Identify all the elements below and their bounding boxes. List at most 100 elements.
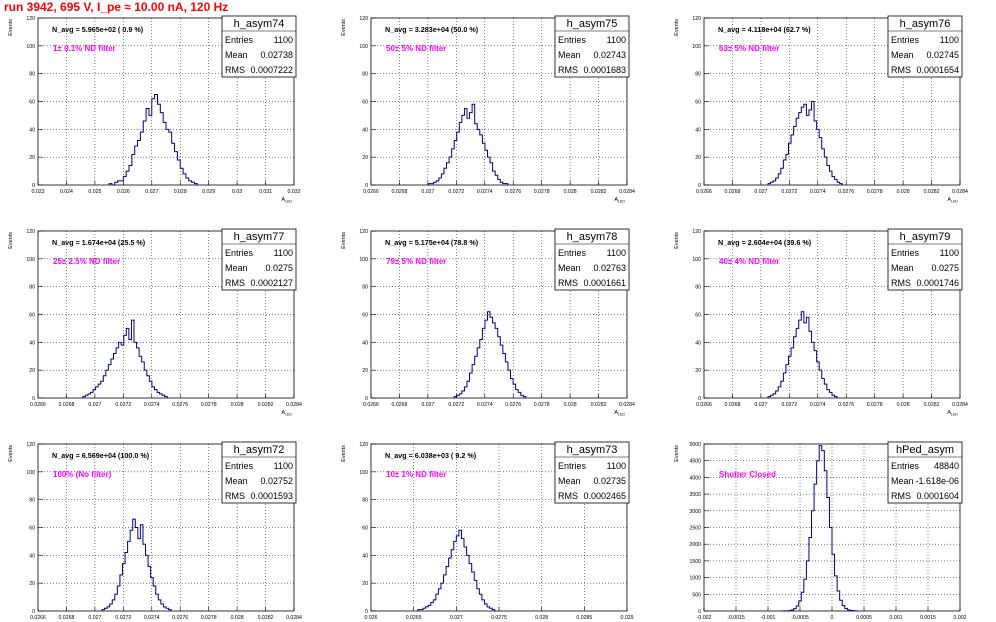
x-tick-label: 0.0272 bbox=[781, 189, 797, 195]
stats-key: Mean bbox=[225, 50, 248, 60]
x-tick-label: 0.0274 bbox=[477, 189, 493, 195]
y-tick-label: 60 bbox=[695, 313, 701, 319]
stats-value: 0.0002465 bbox=[583, 491, 626, 501]
x-tick-label: 0.026 bbox=[365, 615, 378, 621]
y-tick-label: 2000 bbox=[689, 542, 701, 548]
x-axis-label: ALED bbox=[947, 410, 958, 417]
x-tick-label: 0.0266 bbox=[363, 402, 379, 408]
stats-key: Mean bbox=[558, 263, 581, 273]
stats-key: RMS bbox=[225, 65, 245, 75]
navg-label: N_avg = 4.118e+04 (62.7 %) bbox=[718, 25, 811, 34]
y-tick-label: 60 bbox=[362, 100, 368, 106]
stats-key: RMS bbox=[558, 491, 578, 501]
plot-frame bbox=[370, 443, 628, 612]
x-tick-label: 0.028 bbox=[174, 189, 187, 195]
x-tick-label: -0.001 bbox=[761, 615, 776, 621]
y-tick-label: 20 bbox=[362, 368, 368, 374]
x-tick-label: 0.0272 bbox=[115, 402, 131, 408]
page-title: run 3942, 695 V, I_pe ≈ 10.00 nA, 120 Hz bbox=[4, 0, 229, 14]
y-tick-label: 120 bbox=[359, 442, 368, 448]
x-tick-label: 0.0278 bbox=[201, 615, 217, 621]
y-tick-label: 4500 bbox=[689, 459, 701, 465]
x-tick-label: 0.0265 bbox=[406, 615, 422, 621]
x-axis-label: ALED bbox=[281, 410, 292, 417]
x-tick-label: 0.0266 bbox=[363, 189, 379, 195]
y-tick-label: 40 bbox=[29, 553, 35, 559]
x-tick-label: 0.028 bbox=[564, 189, 577, 195]
stats-title: h_asym77 bbox=[234, 231, 285, 243]
x-tick-label: 0.027 bbox=[88, 402, 101, 408]
y-tick-label: 60 bbox=[362, 313, 368, 319]
y-tick-label: 20 bbox=[695, 368, 701, 374]
y-tick-label: 120 bbox=[692, 16, 701, 22]
navg-label: N_avg = 5.965e+02 ( 0.9 %) bbox=[52, 25, 144, 34]
x-tick-label: 0.0282 bbox=[591, 189, 607, 195]
navg-label: N_avg = 3.283e+04 (50.0 %) bbox=[385, 25, 479, 34]
x-tick-label: 0.0278 bbox=[867, 402, 883, 408]
x-tick-label: 0.0284 bbox=[619, 402, 635, 408]
y-tick-label: 80 bbox=[29, 72, 35, 78]
stats-key: Mean bbox=[558, 476, 581, 486]
stats-key: Entries bbox=[558, 35, 587, 45]
x-tick-label: -0.0005 bbox=[791, 615, 809, 621]
x-tick-label: 0.0272 bbox=[781, 402, 797, 408]
x-tick-label: 0.0284 bbox=[952, 402, 968, 408]
y-tick-label: 0 bbox=[698, 609, 701, 615]
y-tick-label: 80 bbox=[29, 498, 35, 504]
x-tick-label: 0.0276 bbox=[172, 615, 188, 621]
x-tick-label: 0.0284 bbox=[619, 189, 635, 195]
x-tick-label: 0.027 bbox=[421, 189, 434, 195]
y-tick-label: 0 bbox=[32, 396, 35, 402]
stats-value: 0.0001593 bbox=[250, 491, 293, 501]
histogram-series bbox=[108, 94, 198, 186]
filter-annotation: Shutter Closed bbox=[719, 470, 776, 479]
filter-annotation: 100% (No filter) bbox=[53, 470, 112, 479]
stats-title: h_asym76 bbox=[900, 18, 951, 30]
y-tick-label: 500 bbox=[692, 592, 701, 598]
histogram-panel: 0.026 0.0265 0.027 0.0275 0.028 0.0285 0.029 0 2… bbox=[341, 441, 634, 621]
y-tick-label: 120 bbox=[359, 16, 368, 22]
stats-value: 0.0001683 bbox=[583, 65, 626, 75]
stats-value: 0.02745 bbox=[926, 50, 959, 60]
x-tick-label: 0.002 bbox=[954, 615, 967, 621]
y-tick-label: 40 bbox=[362, 127, 368, 133]
stats-value: 0.02743 bbox=[593, 50, 626, 60]
stats-value: 0.0007222 bbox=[250, 65, 293, 75]
x-tick-label: -0.0015 bbox=[727, 615, 745, 621]
x-tick-label: 0.0268 bbox=[392, 189, 408, 195]
y-tick-label: 100 bbox=[26, 44, 35, 50]
plot-frame bbox=[370, 230, 628, 399]
filter-annotation: 10± 1% ND filter bbox=[386, 470, 446, 479]
stats-title: h_asym79 bbox=[900, 231, 951, 243]
navg-label: N_avg = 5.175e+04 (78.8 %) bbox=[385, 238, 479, 247]
y-tick-label: 40 bbox=[695, 340, 701, 346]
y-tick-label: 120 bbox=[26, 229, 35, 235]
stats-key: Mean bbox=[891, 50, 914, 60]
y-tick-label: 20 bbox=[362, 581, 368, 587]
x-tick-label: 0.0005 bbox=[856, 615, 872, 621]
x-tick-label: 0.0266 bbox=[30, 615, 46, 621]
y-tick-label: 4000 bbox=[689, 475, 701, 481]
y-tick-label: 20 bbox=[362, 155, 368, 161]
x-tick-label: 0.0276 bbox=[172, 402, 188, 408]
y-tick-label: 3000 bbox=[689, 509, 701, 515]
stats-key: Mean bbox=[891, 263, 914, 273]
x-tick-label: 0.029 bbox=[621, 615, 634, 621]
stats-key: Entries bbox=[891, 248, 920, 258]
y-tick-label: 20 bbox=[29, 581, 35, 587]
stats-box bbox=[887, 228, 963, 291]
x-axis-label: ALED bbox=[281, 197, 292, 204]
y-tick-label: 80 bbox=[362, 72, 368, 78]
x-tick-label: 0.0284 bbox=[952, 189, 968, 195]
y-axis-label: Events bbox=[8, 232, 14, 249]
stats-key: Entries bbox=[891, 461, 920, 471]
y-tick-label: 5000 bbox=[689, 442, 701, 448]
stats-key: RMS bbox=[225, 278, 245, 288]
y-tick-label: 60 bbox=[29, 526, 35, 532]
y-tick-label: 60 bbox=[695, 100, 701, 106]
x-tick-label: 0.028 bbox=[231, 402, 244, 408]
y-tick-label: 100 bbox=[26, 470, 35, 476]
stats-title: h_asym78 bbox=[567, 231, 618, 243]
x-tick-label: 0.0274 bbox=[810, 189, 826, 195]
x-tick-label: 0.03 bbox=[232, 189, 242, 195]
